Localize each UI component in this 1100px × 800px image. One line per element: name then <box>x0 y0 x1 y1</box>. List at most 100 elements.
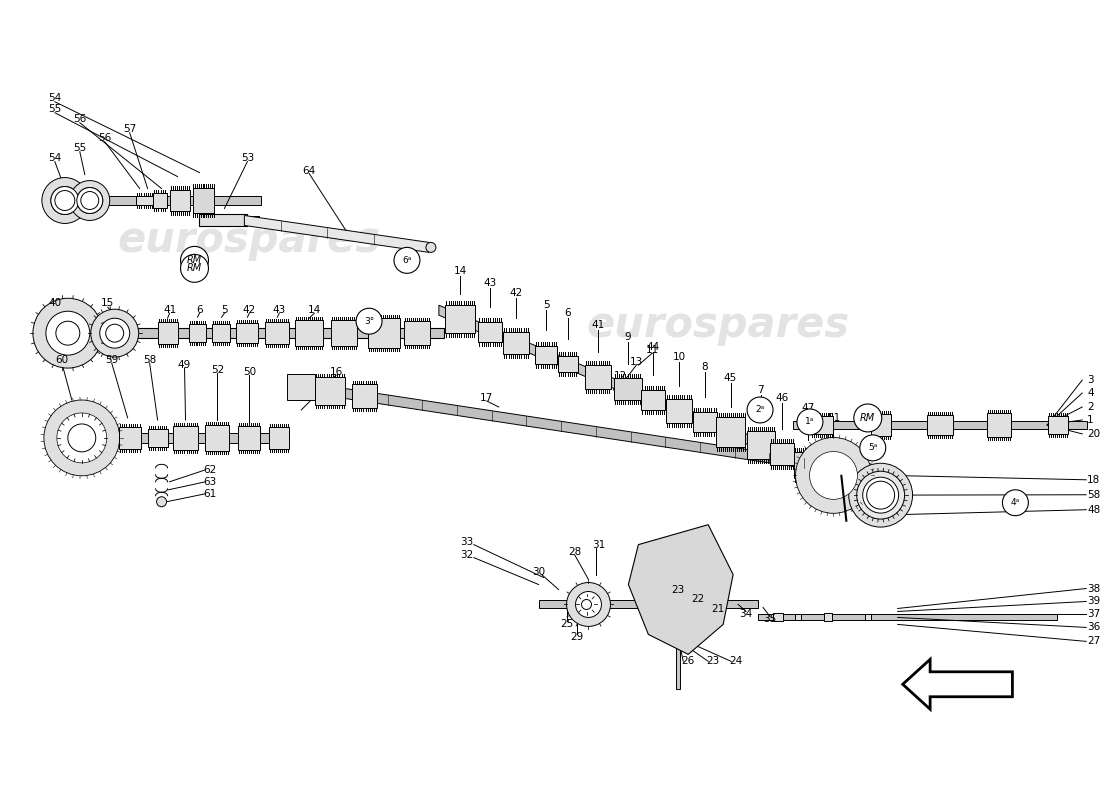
Bar <box>135 195 154 206</box>
Bar <box>824 614 832 622</box>
Bar <box>747 431 774 459</box>
Circle shape <box>849 463 913 527</box>
Circle shape <box>394 247 420 274</box>
Text: 34: 34 <box>739 610 752 619</box>
Circle shape <box>180 254 209 282</box>
Circle shape <box>57 413 107 463</box>
Text: RM: RM <box>860 413 876 423</box>
Circle shape <box>1002 490 1028 516</box>
Bar <box>147 429 167 447</box>
Circle shape <box>33 298 102 368</box>
Circle shape <box>59 416 103 460</box>
Circle shape <box>51 186 79 214</box>
Text: 28: 28 <box>568 546 581 557</box>
Text: eurospares: eurospares <box>118 219 381 262</box>
Text: 55: 55 <box>48 104 62 114</box>
Bar <box>584 365 610 389</box>
Bar <box>169 190 189 211</box>
Circle shape <box>156 497 166 506</box>
Text: 56: 56 <box>98 133 111 142</box>
Polygon shape <box>903 659 1012 710</box>
Text: 31: 31 <box>592 540 605 550</box>
Circle shape <box>857 471 904 519</box>
Text: 5ᵃ: 5ᵃ <box>868 443 878 452</box>
Text: 38: 38 <box>1087 583 1100 594</box>
Circle shape <box>42 178 88 223</box>
Circle shape <box>180 246 209 274</box>
Bar <box>1048 416 1068 434</box>
Bar <box>153 193 166 209</box>
Text: 50: 50 <box>243 367 256 377</box>
Text: 55: 55 <box>74 142 87 153</box>
Text: 43: 43 <box>484 278 497 288</box>
Circle shape <box>106 324 123 342</box>
Text: 57: 57 <box>123 124 136 134</box>
Circle shape <box>860 435 886 461</box>
Polygon shape <box>289 380 868 478</box>
Bar <box>795 614 801 621</box>
Text: 41: 41 <box>163 306 176 315</box>
Text: 48: 48 <box>1087 505 1100 514</box>
Circle shape <box>80 191 99 210</box>
Bar <box>773 614 783 622</box>
Text: 44: 44 <box>647 342 660 352</box>
Circle shape <box>68 424 96 452</box>
Text: 22: 22 <box>692 594 705 605</box>
Bar <box>758 614 1057 621</box>
Text: 10: 10 <box>672 352 685 362</box>
Bar <box>55 195 262 206</box>
Bar <box>157 322 177 344</box>
Circle shape <box>100 318 130 348</box>
Circle shape <box>101 319 129 347</box>
Text: 46: 46 <box>776 393 789 403</box>
Text: 51: 51 <box>827 414 840 423</box>
Circle shape <box>575 591 602 618</box>
Text: 4ᵃ: 4ᵃ <box>1011 498 1020 507</box>
Text: 20: 20 <box>1087 429 1100 439</box>
Bar <box>192 187 215 214</box>
Text: 54: 54 <box>48 153 62 162</box>
Bar <box>716 418 746 447</box>
Bar <box>265 322 289 344</box>
Text: 5: 5 <box>542 300 549 310</box>
Bar <box>352 385 377 409</box>
Circle shape <box>867 481 894 509</box>
Text: 56: 56 <box>74 114 87 124</box>
Text: 16: 16 <box>330 367 343 377</box>
Text: 41: 41 <box>591 320 604 330</box>
Text: 62: 62 <box>202 465 216 475</box>
Bar <box>614 378 641 400</box>
Circle shape <box>566 582 610 626</box>
Circle shape <box>46 311 90 355</box>
Circle shape <box>795 438 871 514</box>
Text: 11: 11 <box>646 345 659 355</box>
Text: 8: 8 <box>702 362 708 373</box>
Circle shape <box>747 397 773 423</box>
Circle shape <box>579 597 594 613</box>
Text: 13: 13 <box>630 357 644 367</box>
Bar <box>287 374 315 400</box>
Bar <box>793 421 1087 429</box>
Bar <box>794 452 822 478</box>
Bar <box>212 324 230 342</box>
Bar <box>368 318 400 348</box>
Text: 54: 54 <box>48 93 62 102</box>
Polygon shape <box>439 306 868 494</box>
Bar <box>478 322 503 342</box>
Text: 14: 14 <box>453 266 468 276</box>
Text: 1: 1 <box>1087 415 1093 425</box>
Bar <box>535 346 557 364</box>
Circle shape <box>51 186 79 214</box>
Text: 59: 59 <box>106 355 119 365</box>
Bar <box>199 214 248 226</box>
Circle shape <box>810 451 857 499</box>
Bar <box>446 306 475 333</box>
Text: 4: 4 <box>1087 388 1093 398</box>
Bar <box>558 356 578 372</box>
Bar <box>641 390 666 410</box>
Circle shape <box>798 409 823 435</box>
Text: 32: 32 <box>460 550 473 560</box>
Bar <box>315 378 344 405</box>
Text: 6: 6 <box>196 306 202 315</box>
Text: 7: 7 <box>757 385 763 394</box>
